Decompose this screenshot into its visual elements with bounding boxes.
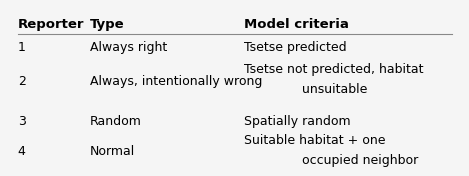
Text: Always right: Always right (90, 42, 167, 54)
Text: 4: 4 (18, 145, 26, 158)
Text: 1: 1 (18, 42, 26, 54)
Text: 2: 2 (18, 75, 26, 88)
Text: occupied neighbor: occupied neighbor (303, 154, 419, 167)
Text: Always, intentionally wrong: Always, intentionally wrong (90, 75, 263, 88)
Text: Model criteria: Model criteria (244, 18, 348, 31)
Text: Tsetse predicted: Tsetse predicted (244, 42, 346, 54)
Text: Normal: Normal (90, 145, 135, 158)
Text: Reporter: Reporter (18, 18, 84, 31)
Text: Type: Type (90, 18, 125, 31)
Text: Spatially random: Spatially random (244, 115, 350, 128)
Text: Suitable habitat + one: Suitable habitat + one (244, 134, 385, 147)
Text: Tsetse not predicted, habitat: Tsetse not predicted, habitat (244, 63, 423, 76)
Text: Random: Random (90, 115, 142, 128)
Text: 3: 3 (18, 115, 26, 128)
Text: unsuitable: unsuitable (303, 83, 368, 96)
